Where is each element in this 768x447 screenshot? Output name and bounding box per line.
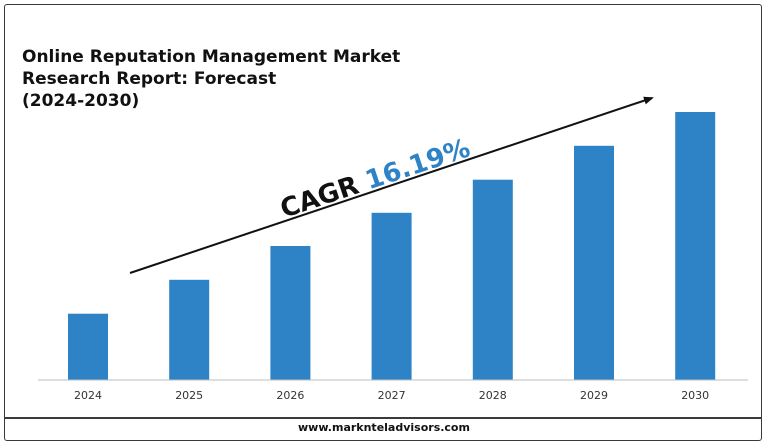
bars-group (68, 112, 716, 380)
bar-2026 (270, 246, 311, 380)
x-tick-label-2025: 2025 (175, 389, 203, 402)
title-line-3: (2024-2030) (22, 91, 140, 111)
x-tick-labels: 2024 2025 2026 2027 2028 2029 2030 (74, 389, 709, 402)
bar-2028 (472, 179, 513, 380)
bar-2024 (68, 313, 108, 380)
chart-title: Online Reputation Management Market Rese… (22, 46, 442, 112)
x-tick-label-2024: 2024 (74, 389, 102, 402)
bar-2027 (371, 212, 412, 380)
x-tick-label-2029: 2029 (580, 389, 608, 402)
title-line-1: Online Reputation Management Market (22, 47, 401, 67)
x-tick-label-2028: 2028 (479, 389, 507, 402)
footer-divider (4, 417, 762, 419)
cagr-prefix: CAGR (277, 168, 372, 225)
x-tick-label-2030: 2030 (681, 389, 709, 402)
x-tick-label-2027: 2027 (378, 389, 406, 402)
title-line-2: Research Report: Forecast (22, 69, 277, 89)
cagr-annotation: CAGR 16.19% (277, 133, 474, 224)
x-tick-label-2026: 2026 (276, 389, 304, 402)
bar-2025 (169, 279, 210, 380)
cagr-value: 16.19% (362, 133, 474, 196)
growth-arrow (129, 96, 654, 274)
bar-2029 (574, 145, 614, 380)
bar-2030 (675, 112, 716, 380)
footer-url: www.marknteladvisors.com (298, 421, 470, 434)
